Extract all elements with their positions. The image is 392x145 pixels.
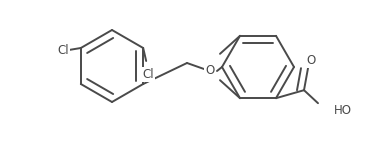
Text: Cl: Cl — [142, 68, 154, 81]
Text: O: O — [205, 64, 215, 77]
Text: Cl: Cl — [57, 44, 69, 57]
Text: O: O — [307, 54, 316, 67]
Text: HO: HO — [334, 104, 352, 117]
